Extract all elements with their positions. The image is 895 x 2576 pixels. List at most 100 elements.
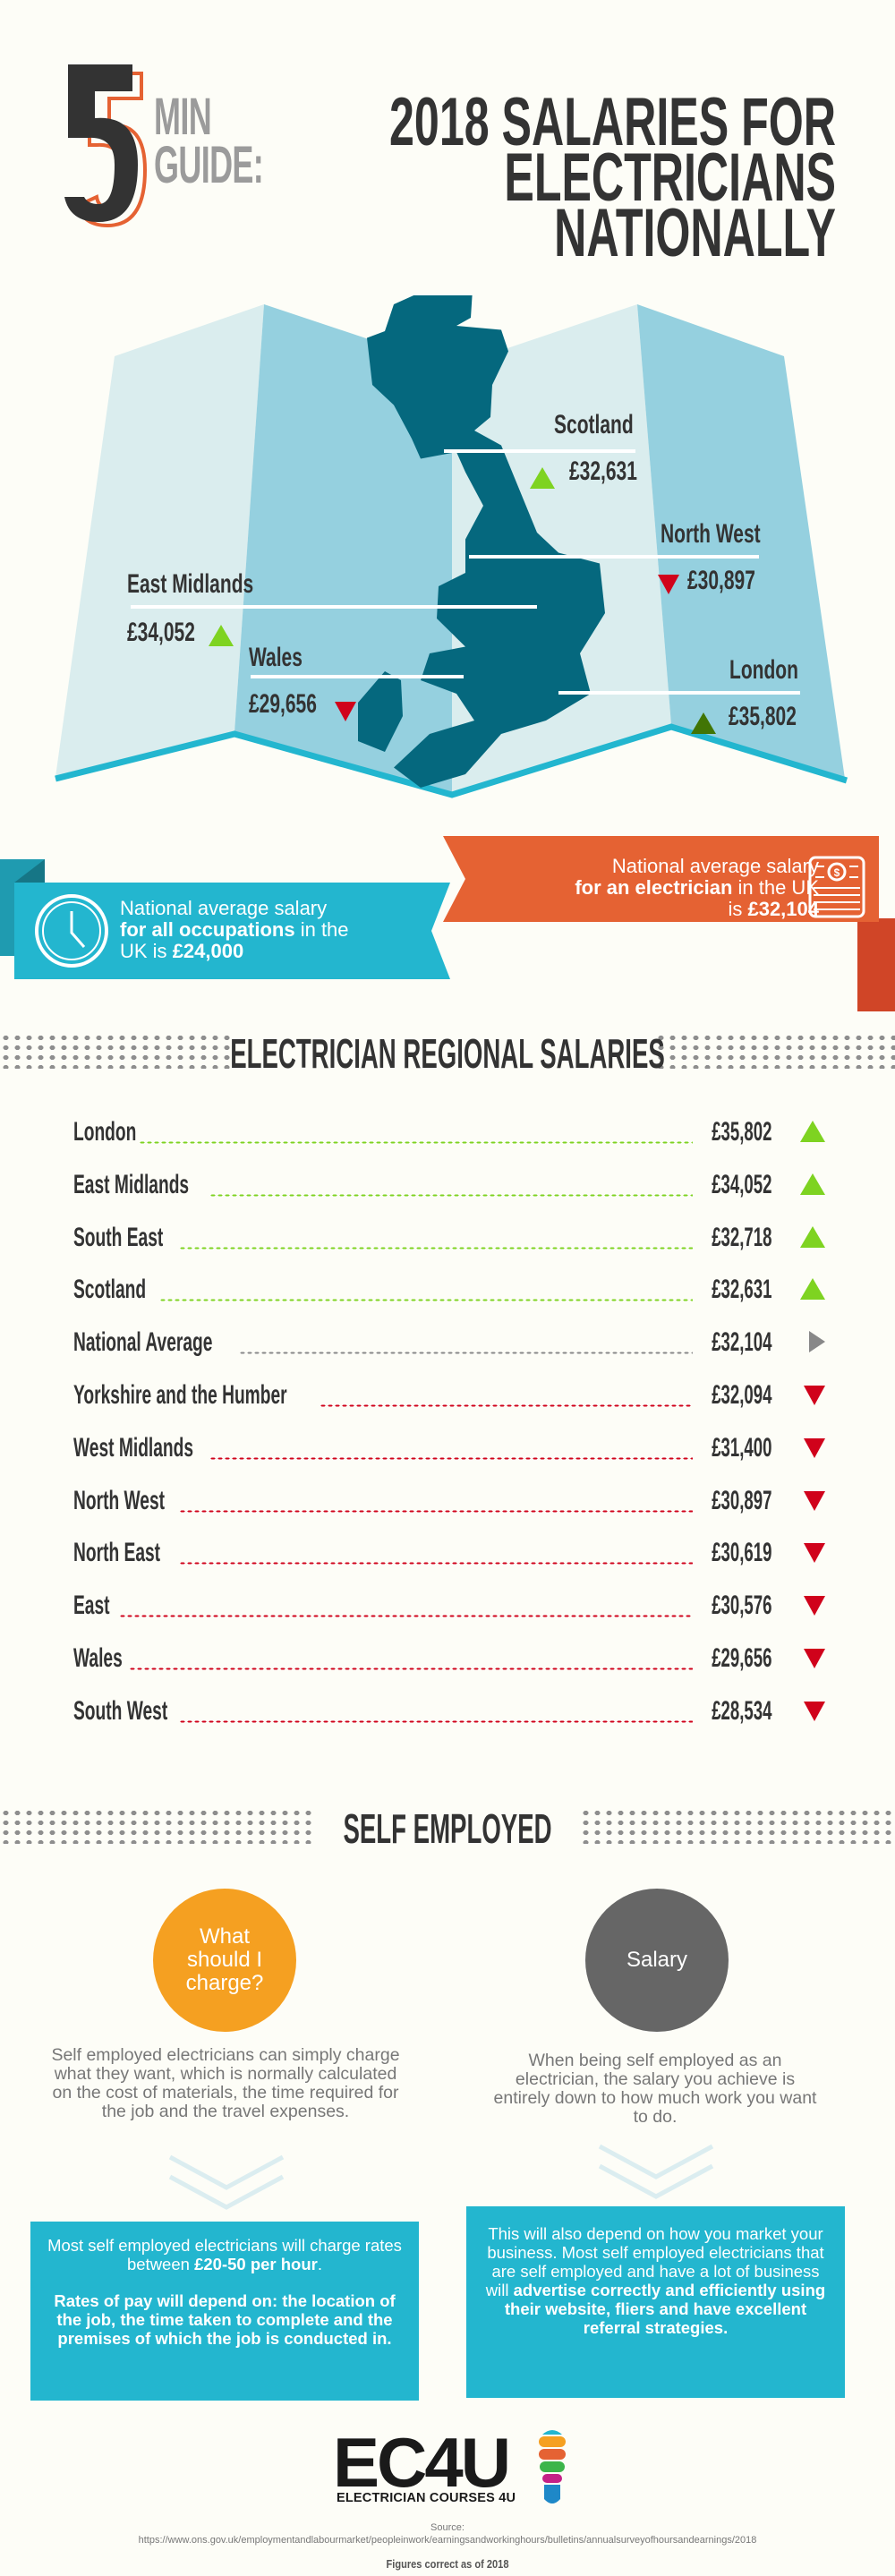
map-label-north-west: North West: [661, 519, 761, 549]
map-leader-line: [251, 675, 464, 678]
regional-section-title: ELECTRICIAN REGIONAL SALARIES: [230, 1030, 665, 1077]
source-link[interactable]: https://www.ons.gov.uk/employmentandlabo…: [138, 2535, 757, 2546]
table-row: West Midlands £31,400: [73, 1431, 825, 1467]
table-row: Scotland £32,631: [73, 1273, 825, 1309]
region-name: North West: [73, 1485, 166, 1515]
dotted-leader: [139, 1141, 693, 1144]
table-row: National Average £32,104: [73, 1326, 825, 1361]
salary-value: £34,052: [711, 1169, 771, 1199]
salary-value: £35,802: [711, 1117, 771, 1147]
trend-down-icon: [804, 1437, 825, 1458]
table-row: North East £30,619: [73, 1536, 825, 1572]
dotted-leader: [239, 1352, 693, 1355]
what-should-i-charge-circle: What should I charge?: [153, 1889, 296, 2032]
trend-down-icon: [335, 702, 356, 721]
chevron-down-icon: [598, 2144, 714, 2199]
map-value-east-midlands: £34,052: [127, 618, 195, 647]
trend-down-icon: [804, 1649, 825, 1668]
table-row: South West £28,534: [73, 1694, 825, 1730]
region-name: West Midlands: [73, 1432, 194, 1463]
map-value-london: £35,802: [729, 702, 797, 731]
dotted-leader: [179, 1246, 693, 1250]
trend-neutral-icon: [809, 1331, 825, 1353]
map-value-wales: £29,656: [249, 689, 317, 719]
dots-divider: [0, 1033, 234, 1069]
dotted-leader: [209, 1193, 693, 1197]
lightbulb-icon: [539, 2430, 566, 2503]
trend-down-icon: [804, 1490, 825, 1511]
table-row: East Midlands £34,052: [73, 1168, 825, 1204]
map-value-scotland: £32,631: [569, 456, 637, 486]
trend-up-icon: [800, 1121, 825, 1142]
trend-down-icon: [804, 1386, 825, 1405]
trend-up-icon: [530, 467, 555, 489]
region-name: Yorkshire and the Humber: [73, 1380, 287, 1410]
trend-down-icon: [804, 1596, 825, 1616]
dotted-leader: [118, 1615, 693, 1618]
region-name: East Midlands: [73, 1169, 190, 1199]
dotted-leader: [129, 1668, 693, 1670]
map-leader-line: [444, 449, 635, 453]
dotted-leader: [179, 1719, 693, 1723]
trend-down-icon: [804, 1543, 825, 1564]
salary-value: £31,400: [711, 1432, 771, 1463]
salary-value: £32,718: [711, 1222, 771, 1252]
banner-electrician-text: National average salary for an electrici…: [575, 855, 819, 920]
salary-value: £29,656: [711, 1643, 771, 1673]
region-name: National Average: [73, 1327, 213, 1358]
salary-value: £30,897: [711, 1485, 771, 1515]
map-leader-line: [558, 691, 800, 695]
dotted-leader: [319, 1404, 693, 1407]
region-name: Scotland: [73, 1275, 147, 1305]
dotted-leader: [209, 1456, 693, 1460]
table-row: East £30,576: [73, 1589, 825, 1625]
salary-value: £32,631: [711, 1275, 771, 1305]
trend-up-icon: [209, 625, 234, 646]
map-leader-line: [131, 605, 537, 609]
trend-up-icon: [800, 1278, 825, 1301]
right-description: When being self employed as an electrici…: [493, 2051, 817, 2127]
dots-divider: [655, 1033, 895, 1069]
salary-value: £28,534: [711, 1695, 771, 1726]
region-name: South West: [73, 1695, 168, 1726]
logo-subtitle: ELECTRICIAN COURSES 4U: [337, 2491, 516, 2505]
five-min-logo: 5: [63, 63, 152, 233]
table-row: Yorkshire and the Humber £32,094: [73, 1378, 825, 1414]
dotted-leader: [179, 1562, 693, 1565]
region-name: South East: [73, 1222, 164, 1252]
map-leader-line: [469, 555, 759, 559]
map-label-wales: Wales: [249, 643, 303, 672]
figures-note: Figures correct as of 2018: [386, 2557, 509, 2571]
table-row: North West £30,897: [73, 1484, 825, 1520]
trend-up-icon: [691, 712, 716, 734]
trend-down-icon: [658, 575, 679, 594]
table-row: London £35,802: [73, 1115, 825, 1151]
source-label: Source:: [430, 2522, 465, 2533]
chevron-down-icon: [168, 2154, 285, 2210]
min-guide-label: MIN GUIDE:: [154, 88, 264, 194]
trend-up-icon: [800, 1225, 825, 1248]
table-row: South East £32,718: [73, 1221, 825, 1257]
map-label-east-midlands: East Midlands: [127, 569, 254, 599]
left-description: Self employed electricians can simply ch…: [51, 2045, 400, 2121]
map-label-london: London: [729, 655, 798, 685]
uk-map-graphic: Scotland £32,631 North West £30,897 East…: [0, 295, 895, 806]
salary-value: £32,104: [711, 1327, 771, 1358]
salary-value: £32,094: [711, 1380, 771, 1410]
map-label-scotland: Scotland: [554, 410, 634, 439]
svg-text:$: $: [834, 866, 840, 879]
dots-divider: [580, 1808, 895, 1844]
clock-icon: [34, 893, 109, 973]
self-employed-section-title: SELF EMPLOYED: [343, 1805, 552, 1852]
cash-icon: $: [808, 856, 865, 923]
region-name: London: [73, 1117, 137, 1147]
salary-value: £30,619: [711, 1538, 771, 1568]
dotted-leader: [179, 1509, 693, 1513]
page-title: 2018 SALARIES FOR ELECTRICIANS NATIONALL…: [389, 84, 836, 271]
salary-circle: Salary: [585, 1889, 729, 2032]
salary-value: £30,576: [711, 1591, 771, 1621]
region-name: East: [73, 1591, 110, 1621]
banner-all-occupations-text: National average salary for all occupati…: [120, 897, 349, 962]
map-value-north-west: £30,897: [687, 566, 755, 595]
left-info-box: Most self employed electricians will cha…: [30, 2222, 419, 2401]
